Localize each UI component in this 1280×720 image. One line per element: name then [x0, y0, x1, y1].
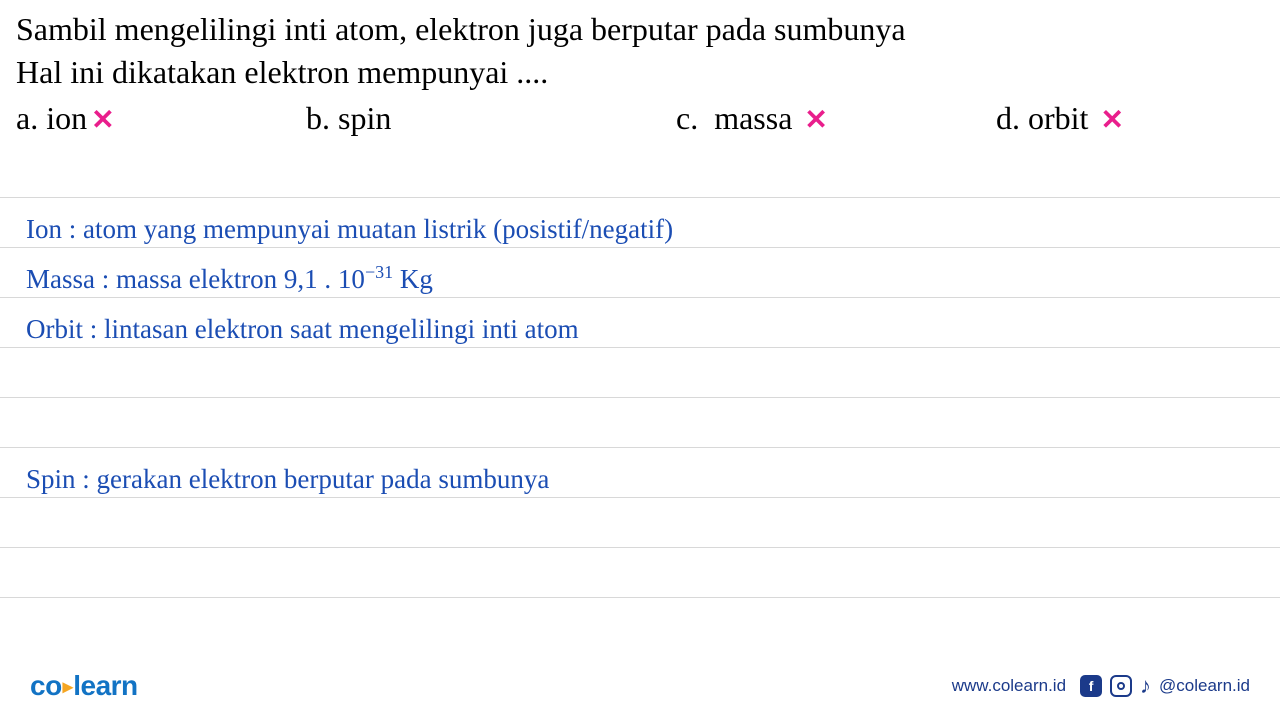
option-c-text: massa	[714, 100, 792, 137]
wrong-mark-icon: ✕	[1100, 103, 1123, 136]
option-b-label: b.	[306, 100, 330, 137]
option-d: d. orbit ✕	[996, 100, 1124, 137]
wrong-mark-icon: ✕	[91, 103, 114, 136]
note-massa: Massa : massa elektron 9,1 . 10−31 Kg	[26, 263, 433, 293]
option-b: b. spin	[306, 100, 676, 137]
brand-logo: co▸learn	[30, 670, 138, 702]
social-handle: @colearn.id	[1159, 676, 1250, 696]
logo-learn: learn	[73, 670, 137, 701]
tiktok-icon: ♪	[1140, 673, 1151, 699]
options-row: a. ion ✕ b. spin c. massa ✕ d. orbit ✕	[16, 100, 1264, 137]
question-block: Sambil mengelilingi inti atom, elektron …	[0, 0, 1280, 137]
facebook-icon: f	[1080, 675, 1102, 697]
ruled-line: Ion : atom yang mempunyai muatan listrik…	[0, 198, 1280, 248]
note-ion: Ion : atom yang mempunyai muatan listrik…	[26, 216, 673, 243]
note-massa-suffix: Kg	[393, 264, 433, 294]
ruled-notes-area: Ion : atom yang mempunyai muatan listrik…	[0, 148, 1280, 598]
logo-dot-icon: ▸	[63, 676, 73, 698]
logo-co: co	[30, 670, 62, 701]
option-a: a. ion ✕	[16, 100, 306, 137]
option-c: c. massa ✕	[676, 100, 996, 137]
instagram-icon	[1110, 675, 1132, 697]
ruled-line	[0, 398, 1280, 448]
footer-bar: co▸learn www.colearn.id f ♪ @colearn.id	[0, 670, 1280, 702]
footer-right: www.colearn.id f ♪ @colearn.id	[952, 673, 1250, 699]
question-line-1: Sambil mengelilingi inti atom, elektron …	[16, 8, 1264, 51]
ruled-line	[0, 348, 1280, 398]
ruled-line: Orbit : lintasan elektron saat mengelili…	[0, 298, 1280, 348]
option-d-label: d.	[996, 100, 1020, 137]
question-line-2: Hal ini dikatakan elektron mempunyai ...…	[16, 51, 1264, 94]
ruled-line	[0, 548, 1280, 598]
ruled-line: Spin : gerakan elektron berputar pada su…	[0, 448, 1280, 498]
note-orbit: Orbit : lintasan elektron saat mengelili…	[26, 316, 579, 343]
option-c-label: c.	[676, 100, 698, 137]
ruled-line: Massa : massa elektron 9,1 . 10−31 Kg	[0, 248, 1280, 298]
ruled-line	[0, 148, 1280, 198]
ruled-line	[0, 498, 1280, 548]
social-icons: f ♪ @colearn.id	[1080, 673, 1250, 699]
option-a-label: a.	[16, 100, 38, 137]
footer-url: www.colearn.id	[952, 676, 1066, 696]
option-b-text: spin	[338, 100, 391, 137]
option-d-text: orbit	[1028, 100, 1088, 137]
note-massa-exponent: −31	[365, 262, 393, 282]
note-spin: Spin : gerakan elektron berputar pada su…	[26, 466, 549, 493]
wrong-mark-icon: ✕	[804, 103, 827, 136]
option-a-text: ion	[46, 100, 87, 137]
note-massa-prefix: Massa : massa elektron 9,1 . 10	[26, 264, 365, 294]
